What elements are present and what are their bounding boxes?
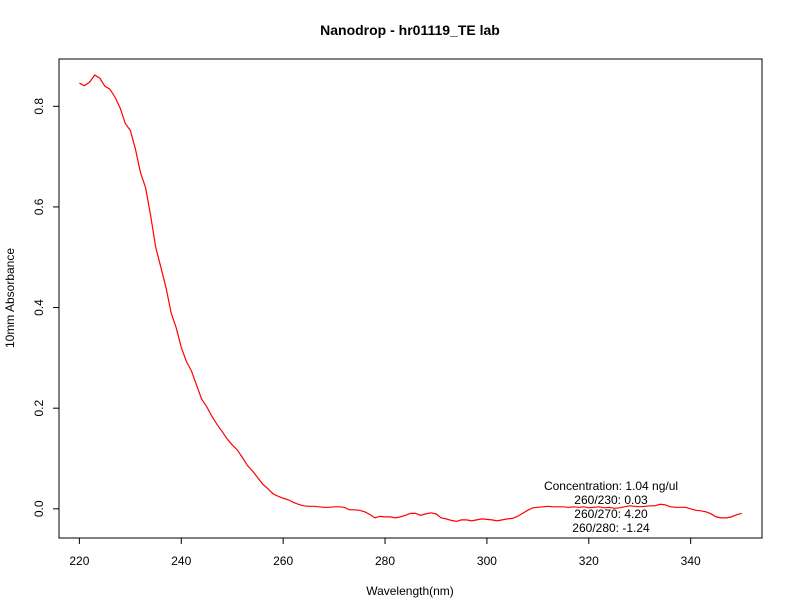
x-tick-label: 340 [681, 554, 701, 568]
x-axis: 220 240 260 280 300 320 340 [69, 538, 701, 568]
x-tick-label: 220 [69, 554, 89, 568]
y-axis-label: 10mm Absorbance [3, 248, 17, 348]
chart-title: Nanodrop - hr01119_TE lab [320, 22, 500, 38]
y-tick-label: 0.2 [32, 400, 46, 417]
x-axis-label: Wavelength(nm) [366, 584, 454, 598]
stats-annotation: Concentration: 1.04 ng/ul 260/230: 0.03 … [544, 479, 678, 535]
ratio-260-230-annotation: 260/230: 0.03 [574, 493, 648, 507]
x-tick-label: 280 [375, 554, 395, 568]
concentration-annotation: Concentration: 1.04 ng/ul [544, 479, 678, 493]
y-axis: 0.0 0.2 0.4 0.6 0.8 [32, 98, 59, 517]
y-tick-label: 0.4 [32, 299, 46, 316]
ratio-260-270-annotation: 260/270: 4.20 [574, 507, 648, 521]
x-tick-label: 240 [171, 554, 191, 568]
plot-frame [58, 58, 763, 539]
y-tick-label: 0.0 [32, 500, 46, 517]
y-tick-label: 0.6 [32, 198, 46, 215]
x-tick-label: 260 [273, 554, 293, 568]
absorbance-series-line [79, 74, 742, 523]
y-tick-label: 0.8 [32, 98, 46, 115]
x-tick-label: 300 [477, 554, 497, 568]
x-tick-label: 320 [579, 554, 599, 568]
ratio-260-280-annotation: 260/280: -1.24 [572, 521, 650, 535]
